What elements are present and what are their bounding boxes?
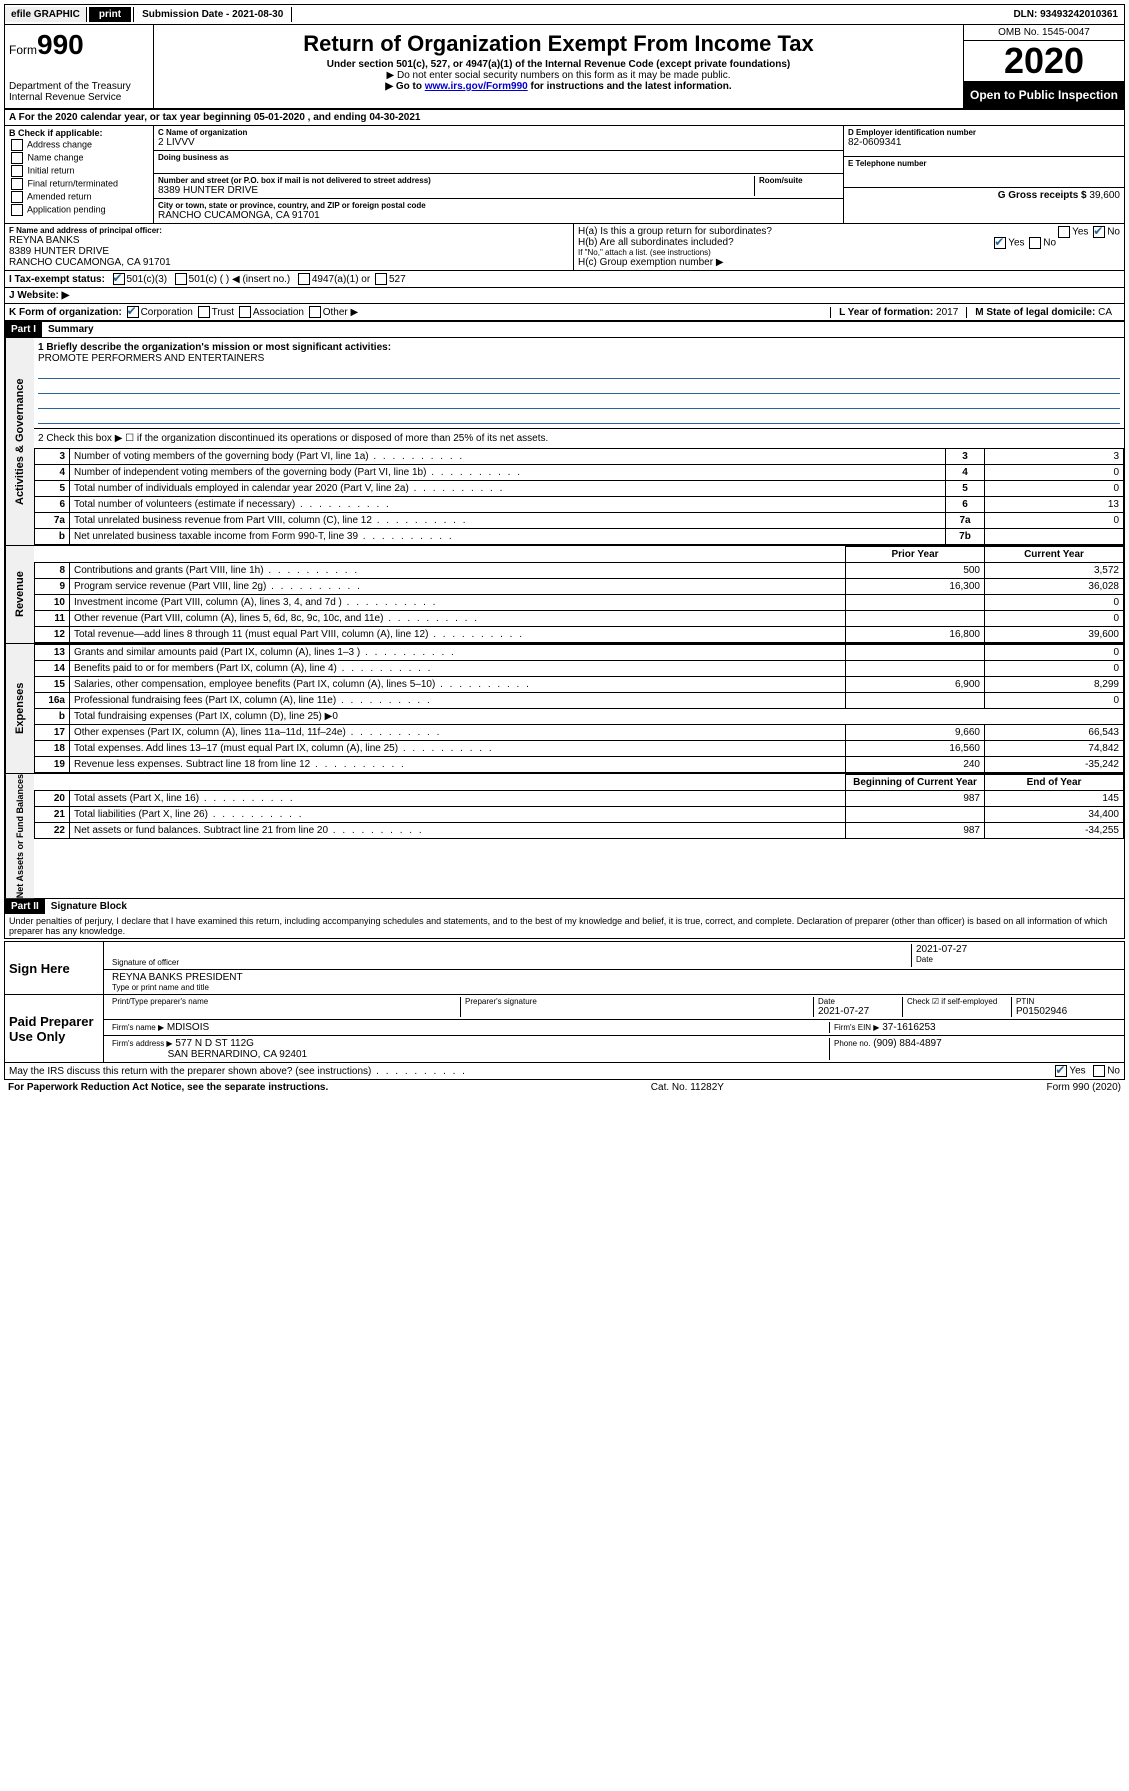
- line-i: I Tax-exempt status: 501(c)(3) 501(c) ( …: [4, 271, 1125, 288]
- boxes-bcdeg: B Check if applicable: Address change Na…: [4, 126, 1125, 224]
- org-address: 8389 HUNTER DRIVE: [158, 185, 754, 196]
- table-row: 4Number of independent voting members of…: [35, 465, 1124, 481]
- check-pending[interactable]: Application pending: [9, 204, 149, 216]
- form-header: Form990 Department of the Treasury Inter…: [4, 25, 1125, 110]
- note-link: ▶ Go to www.irs.gov/Form990 for instruct…: [158, 81, 959, 92]
- table-row: 9Program service revenue (Part VIII, lin…: [35, 579, 1124, 595]
- table-row: 16aProfessional fundraising fees (Part I…: [35, 693, 1124, 709]
- top-bar: efile GRAPHIC print Submission Date - 20…: [4, 4, 1125, 25]
- check-amended[interactable]: Amended return: [9, 191, 149, 203]
- org-name: 2 LIVVV: [158, 137, 839, 148]
- check-assoc[interactable]: [239, 306, 251, 318]
- check-address-change[interactable]: Address change: [9, 139, 149, 151]
- section-expenses: Expenses 13Grants and similar amounts pa…: [4, 644, 1125, 774]
- tax-year: 2020: [964, 41, 1124, 82]
- line-a: A For the 2020 calendar year, or tax yea…: [4, 110, 1125, 126]
- table-row: 10Investment income (Part VIII, column (…: [35, 595, 1124, 611]
- table-row: 21Total liabilities (Part X, line 26)34,…: [35, 807, 1124, 823]
- org-city: RANCHO CUCAMONGA, CA 91701: [158, 210, 839, 221]
- open-public-badge: Open to Public Inspection: [964, 82, 1124, 108]
- form-subtitle: Under section 501(c), 527, or 4947(a)(1)…: [158, 59, 959, 70]
- check-trust[interactable]: [198, 306, 210, 318]
- omb-number: OMB No. 1545-0047: [964, 25, 1124, 41]
- irs-link[interactable]: www.irs.gov/Form990: [425, 81, 528, 92]
- check-501c[interactable]: [175, 273, 187, 285]
- check-501c3[interactable]: [113, 273, 125, 285]
- check-corp[interactable]: [127, 306, 139, 318]
- check-initial-return[interactable]: Initial return: [9, 165, 149, 177]
- h-b: H(b) Are all subordinates included? Yes …: [578, 237, 1120, 248]
- expenses-table: 13Grants and similar amounts paid (Part …: [34, 644, 1124, 773]
- sign-here-section: Sign Here Signature of officer 2021-07-2…: [4, 941, 1125, 995]
- line-j: J Website: ▶: [4, 288, 1125, 304]
- officer-name: REYNA BANKS: [9, 235, 569, 246]
- table-row: 22Net assets or fund balances. Subtract …: [35, 823, 1124, 839]
- h-a: H(a) Is this a group return for subordin…: [578, 226, 1120, 237]
- box-c: C Name of organization 2 LIVVV Doing bus…: [154, 126, 844, 223]
- table-row: 12Total revenue—add lines 8 through 11 (…: [35, 627, 1124, 643]
- section-activities: Activities & Governance 1 Briefly descri…: [4, 337, 1125, 546]
- perjury-text: Under penalties of perjury, I declare th…: [4, 914, 1125, 939]
- form-title: Return of Organization Exempt From Incom…: [158, 31, 959, 57]
- efile-label: efile GRAPHIC: [5, 7, 87, 22]
- table-row: 5Total number of individuals employed in…: [35, 481, 1124, 497]
- note-ssn: ▶ Do not enter social security numbers o…: [158, 70, 959, 81]
- part2-header: Part II Signature Block: [4, 899, 1125, 914]
- check-527[interactable]: [375, 273, 387, 285]
- officer-signed-name: REYNA BANKS PRESIDENT: [112, 972, 1116, 983]
- submission-date: Submission Date - 2021-08-30: [133, 7, 292, 22]
- line-klm: K Form of organization: Corporation Trus…: [4, 304, 1125, 321]
- table-row: 18Total expenses. Add lines 13–17 (must …: [35, 741, 1124, 757]
- table-row: 8Contributions and grants (Part VIII, li…: [35, 563, 1124, 579]
- page-footer: For Paperwork Reduction Act Notice, see …: [4, 1080, 1125, 1095]
- part1-header: Part I Summary: [4, 321, 1125, 337]
- boxes-fh: F Name and address of principal officer:…: [4, 224, 1125, 271]
- table-row: 14Benefits paid to or for members (Part …: [35, 661, 1124, 677]
- gross-receipts: 39,600: [1089, 190, 1120, 201]
- check-name-change[interactable]: Name change: [9, 152, 149, 164]
- table-row: bNet unrelated business taxable income f…: [35, 529, 1124, 545]
- irs-label: Internal Revenue Service: [9, 92, 149, 103]
- table-row: 11Other revenue (Part VIII, column (A), …: [35, 611, 1124, 627]
- h-c: H(c) Group exemption number ▶: [578, 257, 1120, 268]
- print-button[interactable]: print: [89, 7, 131, 22]
- table-row: 15Salaries, other compensation, employee…: [35, 677, 1124, 693]
- table-row: 3Number of voting members of the governi…: [35, 449, 1124, 465]
- check-4947[interactable]: [298, 273, 310, 285]
- table-row: 6Total number of volunteers (estimate if…: [35, 497, 1124, 513]
- table-row: 20Total assets (Part X, line 16)987145: [35, 791, 1124, 807]
- discuss-line: May the IRS discuss this return with the…: [4, 1063, 1125, 1080]
- q2: 2 Check this box ▶ ☐ if the organization…: [34, 429, 1124, 448]
- revenue-table: Prior YearCurrent Year8Contributions and…: [34, 546, 1124, 643]
- dln: DLN: 93493242010361: [1007, 7, 1124, 22]
- form-number: Form990: [9, 29, 149, 61]
- table-header-row: Beginning of Current YearEnd of Year: [35, 775, 1124, 791]
- check-other[interactable]: [309, 306, 321, 318]
- table-header-row: Prior YearCurrent Year: [35, 547, 1124, 563]
- section-netassets: Net Assets or Fund Balances Beginning of…: [4, 774, 1125, 899]
- table-row: 17Other expenses (Part IX, column (A), l…: [35, 725, 1124, 741]
- table-row: bTotal fundraising expenses (Part IX, co…: [35, 709, 1124, 725]
- paid-preparer-section: Paid Preparer Use Only Print/Type prepar…: [4, 995, 1125, 1063]
- governance-table: 3Number of voting members of the governi…: [34, 448, 1124, 545]
- mission-text: PROMOTE PERFORMERS AND ENTERTAINERS: [38, 353, 1120, 364]
- ein-value: 82-0609341: [848, 137, 1120, 148]
- dept-label: Department of the Treasury: [9, 81, 149, 92]
- netassets-table: Beginning of Current YearEnd of Year20To…: [34, 774, 1124, 839]
- section-revenue: Revenue Prior YearCurrent Year8Contribut…: [4, 546, 1125, 644]
- table-row: 19Revenue less expenses. Subtract line 1…: [35, 757, 1124, 773]
- table-row: 7aTotal unrelated business revenue from …: [35, 513, 1124, 529]
- check-final-return[interactable]: Final return/terminated: [9, 178, 149, 190]
- box-b: B Check if applicable: Address change Na…: [5, 126, 154, 223]
- table-row: 13Grants and similar amounts paid (Part …: [35, 645, 1124, 661]
- box-deg: D Employer identification number 82-0609…: [844, 126, 1124, 223]
